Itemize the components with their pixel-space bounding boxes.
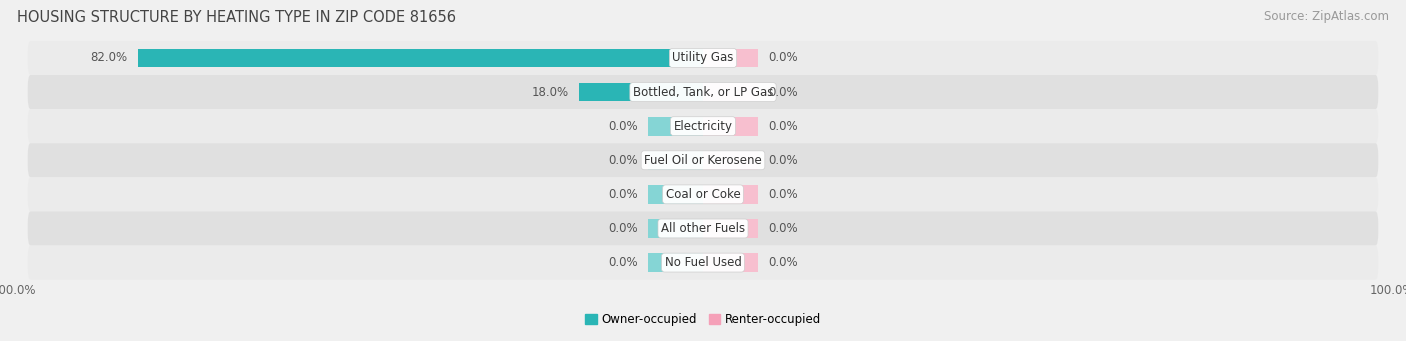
Text: 18.0%: 18.0% <box>531 86 568 99</box>
Text: 0.0%: 0.0% <box>607 256 637 269</box>
Text: Bottled, Tank, or LP Gas: Bottled, Tank, or LP Gas <box>633 86 773 99</box>
Text: Fuel Oil or Kerosene: Fuel Oil or Kerosene <box>644 154 762 167</box>
Text: 0.0%: 0.0% <box>769 51 799 64</box>
Bar <box>703 185 758 204</box>
Text: HOUSING STRUCTURE BY HEATING TYPE IN ZIP CODE 81656: HOUSING STRUCTURE BY HEATING TYPE IN ZIP… <box>17 10 456 25</box>
Text: 0.0%: 0.0% <box>769 222 799 235</box>
Bar <box>703 117 758 136</box>
Text: Coal or Coke: Coal or Coke <box>665 188 741 201</box>
Bar <box>138 49 703 68</box>
Bar <box>648 151 703 170</box>
FancyBboxPatch shape <box>28 75 1378 109</box>
Text: 82.0%: 82.0% <box>90 51 128 64</box>
Text: No Fuel Used: No Fuel Used <box>665 256 741 269</box>
Text: 0.0%: 0.0% <box>607 188 637 201</box>
FancyBboxPatch shape <box>28 246 1378 280</box>
FancyBboxPatch shape <box>28 41 1378 75</box>
Text: 0.0%: 0.0% <box>607 154 637 167</box>
Bar <box>579 83 703 102</box>
Bar <box>648 253 703 272</box>
FancyBboxPatch shape <box>28 211 1378 246</box>
Bar <box>703 151 758 170</box>
Bar <box>648 185 703 204</box>
Text: 0.0%: 0.0% <box>607 222 637 235</box>
FancyBboxPatch shape <box>28 109 1378 143</box>
Bar <box>648 117 703 136</box>
Text: 0.0%: 0.0% <box>769 86 799 99</box>
Text: 0.0%: 0.0% <box>769 256 799 269</box>
Text: Source: ZipAtlas.com: Source: ZipAtlas.com <box>1264 10 1389 23</box>
Bar <box>648 219 703 238</box>
Bar <box>703 49 758 68</box>
Bar <box>703 83 758 102</box>
FancyBboxPatch shape <box>28 177 1378 211</box>
Text: 0.0%: 0.0% <box>607 120 637 133</box>
Text: 0.0%: 0.0% <box>769 154 799 167</box>
Text: Electricity: Electricity <box>673 120 733 133</box>
Bar <box>703 219 758 238</box>
Text: Utility Gas: Utility Gas <box>672 51 734 64</box>
FancyBboxPatch shape <box>28 143 1378 177</box>
Text: All other Fuels: All other Fuels <box>661 222 745 235</box>
Legend: Owner-occupied, Renter-occupied: Owner-occupied, Renter-occupied <box>585 313 821 326</box>
Text: 0.0%: 0.0% <box>769 120 799 133</box>
Text: 0.0%: 0.0% <box>769 188 799 201</box>
Bar <box>703 253 758 272</box>
